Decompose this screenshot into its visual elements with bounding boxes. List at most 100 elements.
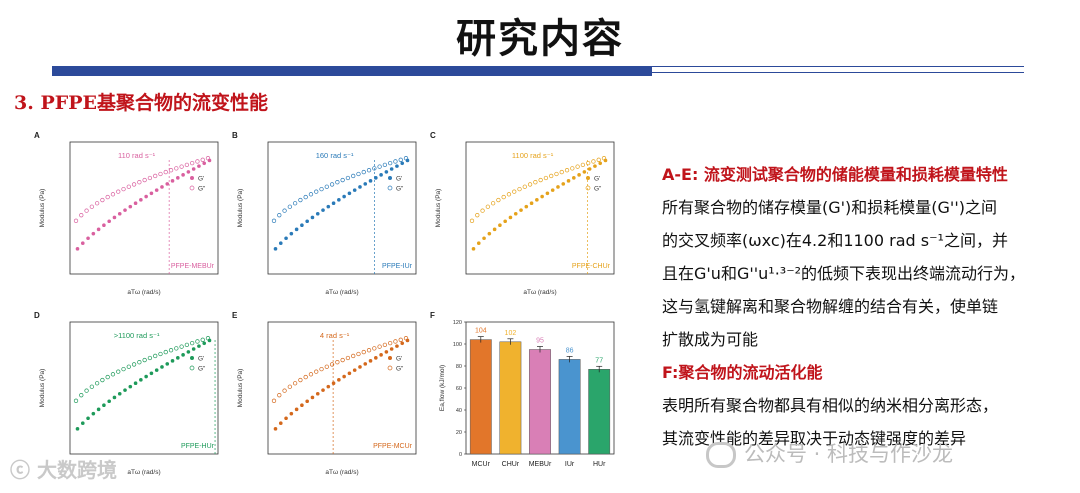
gpp-marker (126, 184, 131, 189)
gpp-marker (287, 204, 292, 209)
gp-marker (289, 411, 294, 416)
gp-marker (123, 208, 127, 212)
gp-marker (379, 353, 383, 357)
panel-frame (267, 141, 417, 275)
category-label: MCUr (472, 461, 491, 468)
gpp-marker (490, 201, 496, 206)
gp-marker (315, 391, 320, 396)
gpp-marker (200, 337, 205, 342)
gp-marker (149, 371, 154, 376)
gp-marker (379, 173, 383, 177)
gpp-marker (554, 171, 559, 177)
sample-label: PFPE-HUr (181, 443, 215, 450)
bar-value-label: 102 (505, 330, 517, 337)
gpp-marker (79, 393, 84, 398)
gp-marker (160, 365, 164, 369)
section-heading: 3. PFPE基聚合物的流变性能 (14, 92, 268, 114)
gpp-marker (543, 175, 549, 181)
gp-marker (128, 204, 133, 209)
gpp-marker (480, 208, 485, 213)
gp-marker (582, 170, 587, 174)
watermark-right: 公众号 · 科技与作沙龙 (706, 438, 953, 468)
gp-marker (117, 211, 122, 216)
legend-gpp-marker (387, 185, 393, 191)
gpp-marker (345, 355, 351, 361)
gpp-marker (393, 339, 398, 344)
gp-marker (593, 164, 597, 168)
gpp-marker (517, 186, 522, 192)
gpp-marker (475, 213, 480, 218)
bar (499, 341, 522, 455)
gp-marker (284, 236, 288, 241)
gpp-marker (382, 342, 388, 347)
gp-marker (519, 208, 523, 212)
gpp-marker (308, 192, 314, 197)
gpp-marker (147, 175, 153, 181)
gpp-marker (105, 374, 110, 380)
gpp-marker (372, 346, 377, 351)
y-tick-label: 0 (459, 452, 462, 458)
gp-marker (144, 374, 148, 379)
sample-label: PFPE-MCUr (373, 443, 413, 450)
y-axis-label: Ea,flow (kJ/mol) (439, 365, 446, 411)
gp-marker (96, 407, 101, 412)
gp-marker (96, 227, 101, 232)
gp-marker (139, 198, 143, 202)
sample-label: PFPE-IUr (382, 263, 413, 270)
title-divider-bar (52, 66, 652, 76)
gp-marker (102, 223, 106, 228)
gp-marker (202, 161, 207, 166)
panel-letter: C (430, 131, 436, 140)
gpp-marker (116, 369, 121, 374)
gpp-marker (190, 340, 195, 346)
gp-marker (337, 378, 341, 382)
gp-marker (321, 388, 325, 392)
gpp-marker (308, 372, 314, 377)
gp-marker (128, 384, 133, 389)
y-axis-label: Modulus (Pa) (237, 369, 244, 408)
legend-gpp-label: G" (594, 186, 602, 193)
gp-marker (492, 227, 497, 232)
para1-line: 所有聚合物的储存模量(G')和损耗模量(G'')之间 (662, 198, 997, 217)
x-axis-label: aTω (rad/s) (325, 289, 358, 296)
legend-gpp-label: G" (198, 366, 206, 373)
gpp-marker (73, 398, 79, 403)
gpp-marker (89, 384, 94, 389)
gpp-marker (398, 337, 403, 342)
legend-gp-marker (190, 176, 194, 180)
gp-marker (572, 176, 576, 180)
gp-marker (273, 247, 278, 251)
gpp-marker (393, 159, 398, 164)
panel-letter: D (34, 311, 40, 320)
gpp-marker (195, 159, 200, 164)
gp-marker (358, 185, 362, 189)
gp-marker (384, 170, 389, 174)
gp-marker (80, 421, 85, 426)
gp-marker (112, 395, 117, 400)
gpp-marker (303, 194, 308, 200)
gp-marker (374, 176, 378, 180)
gpp-marker (398, 157, 403, 162)
gp-marker (545, 191, 550, 196)
gpp-marker (377, 164, 382, 169)
gpp-marker (388, 160, 393, 166)
gpp-marker (345, 175, 351, 181)
panel-letter: E (232, 311, 238, 320)
gp-marker (300, 223, 304, 228)
gpp-marker (324, 184, 329, 189)
x-axis-label: aTω (rad/s) (523, 289, 556, 296)
gpp-marker (496, 197, 501, 203)
y-axis-label: Modulus (Pa) (237, 189, 244, 228)
panel-frame (267, 321, 417, 455)
gpp-marker (94, 381, 100, 386)
legend-gp-marker (190, 356, 194, 360)
gpp-marker (564, 168, 570, 173)
gp-marker (566, 179, 571, 183)
gp-marker (598, 161, 603, 166)
gpp-marker (158, 171, 163, 177)
gpp-marker (271, 398, 277, 403)
gp-marker (487, 231, 492, 236)
gp-marker (587, 167, 592, 171)
bar-value-label: 95 (536, 338, 544, 345)
crossover-label: >1100 rad s⁻¹ (114, 331, 160, 340)
